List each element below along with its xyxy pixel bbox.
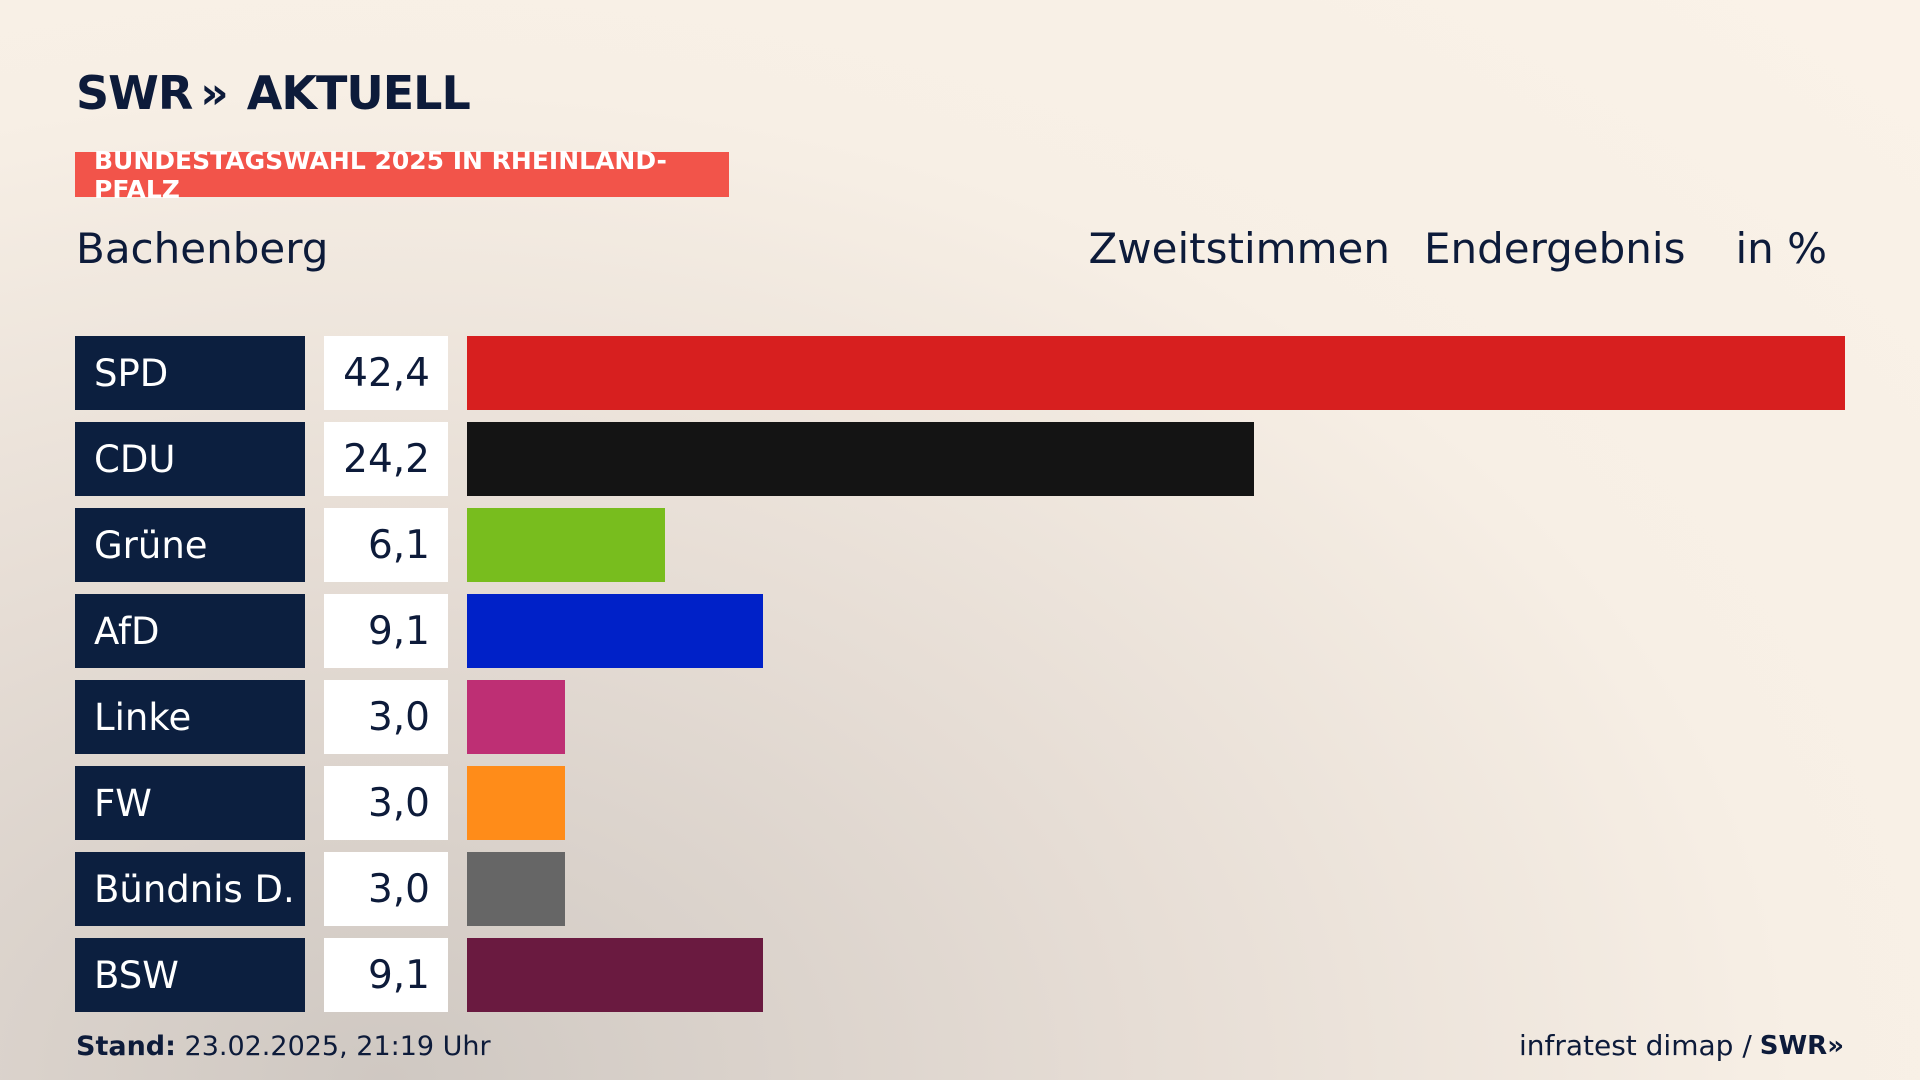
value-label: 9,1 xyxy=(324,938,448,1012)
logo-brand: SWR xyxy=(76,66,193,120)
value-label: 6,1 xyxy=(324,508,448,582)
party-label: BSW xyxy=(75,938,305,1012)
vote-type-label: Zweitstimmen xyxy=(1088,224,1390,273)
election-banner: BUNDESTAGSWAHL 2025 IN RHEINLAND-PFALZ xyxy=(75,146,729,204)
value-label: 3,0 xyxy=(324,766,448,840)
chart-subtitle: Zweitstimmen Endergebnis in % xyxy=(1089,224,1827,273)
result-bar xyxy=(467,508,665,582)
source-label: infratest dimap / xyxy=(1518,1029,1752,1062)
result-bar xyxy=(467,766,565,840)
chart-row: FW 3,0 xyxy=(75,766,1845,840)
party-label: FW xyxy=(75,766,305,840)
chart-row: Grüne 6,1 xyxy=(75,508,1845,582)
unit-label: in % xyxy=(1735,224,1827,273)
chart-row: BSW 9,1 xyxy=(75,938,1845,1012)
party-label: SPD xyxy=(75,336,305,410)
party-label: Grüne xyxy=(75,508,305,582)
result-bar xyxy=(467,680,565,754)
stand-label: Stand: xyxy=(76,1031,176,1062)
chart-row: Bündnis D. 3,0 xyxy=(75,852,1845,926)
logo-chevron-icon: » xyxy=(200,67,229,119)
swr-aktuell-logo: SWR » AKTUELL xyxy=(76,66,471,120)
value-label: 42,4 xyxy=(324,336,448,410)
value-label: 3,0 xyxy=(324,680,448,754)
result-bar xyxy=(467,852,565,926)
result-bar xyxy=(467,938,763,1012)
chart-row: Linke 3,0 xyxy=(75,680,1845,754)
logo-product: AKTUELL xyxy=(246,66,471,120)
value-label: 3,0 xyxy=(324,852,448,926)
party-label: AfD xyxy=(75,594,305,668)
stand-value: 23.02.2025, 21:19 Uhr xyxy=(184,1031,491,1062)
value-label: 9,1 xyxy=(324,594,448,668)
source-brand: SWR» xyxy=(1759,1030,1844,1061)
result-status-label: Endergebnis xyxy=(1423,224,1686,273)
party-label: Bündnis D. xyxy=(75,852,305,926)
result-bar xyxy=(467,336,1845,410)
chart-row: AfD 9,1 xyxy=(75,594,1845,668)
timestamp: Stand: 23.02.2025, 21:19 Uhr xyxy=(76,1031,491,1062)
location-title: Bachenberg xyxy=(76,224,329,273)
party-label: Linke xyxy=(75,680,305,754)
chart-row: CDU 24,2 xyxy=(75,422,1845,496)
party-label: CDU xyxy=(75,422,305,496)
result-bar xyxy=(467,594,763,668)
source-credit: infratest dimap / SWR» xyxy=(1519,1029,1844,1062)
chart-row: SPD 42,4 xyxy=(75,336,1845,410)
value-label: 24,2 xyxy=(324,422,448,496)
result-bar xyxy=(467,422,1254,496)
